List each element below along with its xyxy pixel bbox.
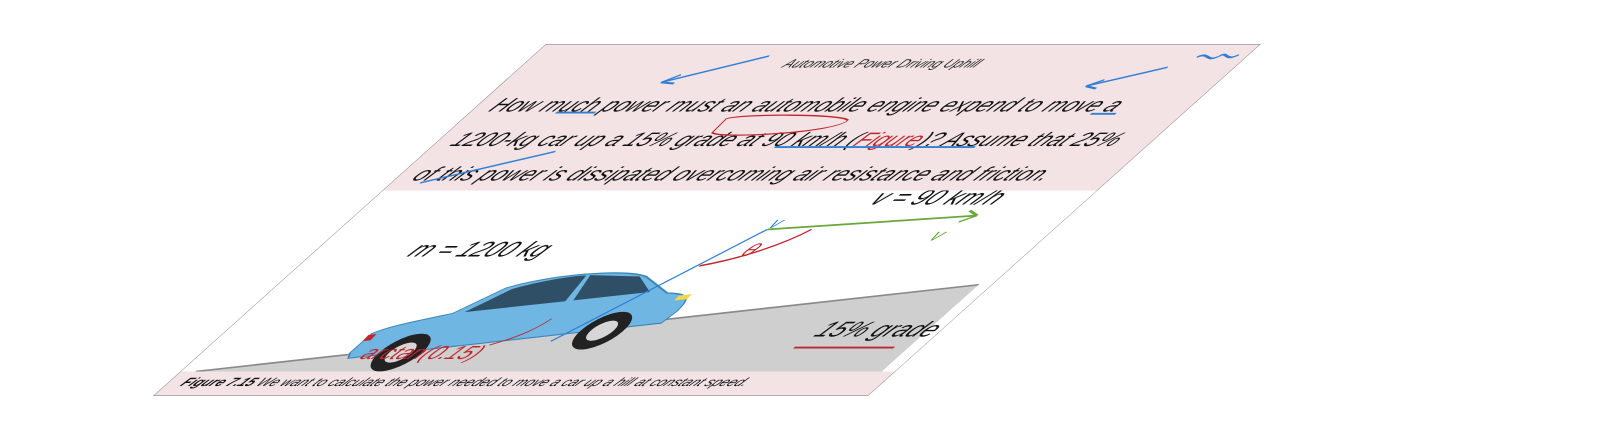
mass-label: m = 1200 kg [400, 238, 561, 262]
figure-panel: m = 1200 kg v = 90 km/h 15% grade v v θ … [181, 190, 1099, 372]
grade-label: 15% grade [807, 318, 951, 342]
annotation-arctan: arctan(0.15) [353, 342, 492, 363]
annotation-arrowhead-top [659, 74, 682, 85]
gravity-component-arrow [550, 228, 768, 342]
velocity-label: v = 90 km/h [862, 190, 1015, 209]
figure-drawing: m = 1200 kg v = 90 km/h 15% grade v v θ … [194, 190, 1015, 372]
figure-caption: Figure 7.15 We want to calculate the pow… [175, 376, 877, 390]
velocity-vector [766, 214, 979, 231]
annotation-arrowhead-right [1084, 79, 1105, 90]
annotation-squiggle-m [1196, 53, 1240, 60]
document-page: Automotive Power Driving Uphill How much… [153, 44, 1261, 397]
caption-text: We want to calculate the power needed to… [247, 375, 756, 390]
annotation-v-component: v [923, 226, 954, 245]
car-taillight [362, 333, 377, 342]
car-hubcap-front [586, 320, 619, 341]
car-window-rear [464, 275, 587, 313]
car-headlight [674, 294, 692, 301]
car-illustration [347, 272, 692, 372]
car-hubcap-rear [384, 342, 417, 363]
velocity-vector-head [958, 209, 979, 223]
annotation-circle-figure [711, 114, 849, 136]
text-annotations [419, 53, 1240, 184]
car-window-front [573, 275, 650, 301]
annotation-arrow-top [660, 55, 770, 84]
annotation-arctan-arc [489, 318, 553, 346]
angle-arc [698, 228, 812, 267]
annotation-arrow-right [1085, 66, 1169, 88]
annotation-arrow-resistance [419, 150, 556, 184]
